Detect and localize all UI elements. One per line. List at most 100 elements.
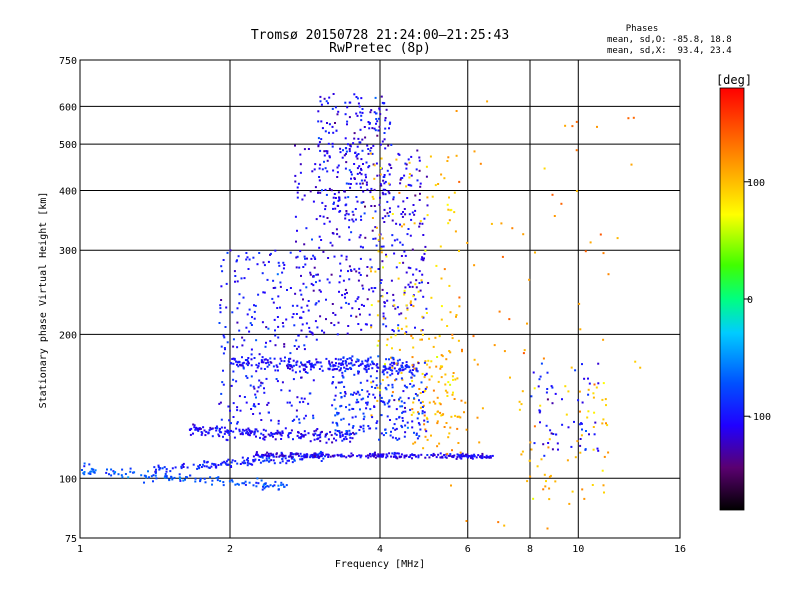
data-point bbox=[352, 393, 354, 396]
data-point bbox=[264, 345, 267, 348]
data-point bbox=[343, 385, 346, 388]
data-point bbox=[349, 101, 352, 104]
data-point bbox=[284, 457, 287, 460]
data-point bbox=[382, 365, 385, 368]
data-point bbox=[456, 377, 459, 380]
data-point bbox=[335, 362, 337, 365]
data-point bbox=[341, 433, 344, 436]
data-point bbox=[546, 371, 549, 374]
data-point bbox=[578, 390, 581, 393]
data-point bbox=[417, 362, 420, 365]
data-point bbox=[385, 325, 388, 328]
data-point bbox=[301, 458, 304, 460]
data-point bbox=[437, 453, 440, 456]
data-point bbox=[407, 365, 410, 368]
data-point bbox=[400, 455, 403, 458]
data-point bbox=[316, 454, 319, 456]
data-point bbox=[393, 239, 396, 242]
data-point bbox=[422, 234, 425, 236]
data-point bbox=[356, 390, 359, 393]
data-point bbox=[311, 455, 314, 458]
data-point bbox=[332, 93, 335, 95]
data-point bbox=[225, 430, 228, 433]
data-point bbox=[274, 286, 277, 289]
data-point bbox=[391, 436, 394, 439]
data-point bbox=[414, 393, 417, 395]
data-point bbox=[248, 429, 251, 431]
data-point bbox=[230, 429, 232, 432]
data-point bbox=[317, 455, 320, 458]
data-point bbox=[423, 361, 426, 364]
x-tick-label: 4 bbox=[377, 544, 383, 555]
data-point bbox=[344, 296, 346, 299]
data-point bbox=[340, 396, 343, 398]
data-point bbox=[309, 440, 312, 443]
data-point bbox=[425, 312, 428, 314]
data-point bbox=[401, 177, 404, 179]
data-point bbox=[447, 436, 450, 439]
data-point bbox=[435, 365, 438, 368]
data-point bbox=[190, 427, 193, 430]
data-point bbox=[436, 422, 439, 425]
data-point bbox=[211, 479, 214, 482]
data-point bbox=[316, 326, 319, 329]
data-point bbox=[261, 488, 264, 491]
data-point bbox=[105, 471, 108, 474]
data-point bbox=[382, 434, 385, 437]
data-point bbox=[340, 367, 342, 370]
data-point bbox=[154, 472, 157, 475]
data-point bbox=[389, 210, 391, 213]
chart-title: Tromsø 20150728 21:24:00–21:25:43 bbox=[251, 28, 509, 43]
data-point bbox=[291, 366, 294, 369]
data-point bbox=[220, 431, 223, 434]
phase-stats-x: mean, sd,X: 93.4, 23.4 bbox=[607, 46, 732, 56]
data-point bbox=[424, 387, 427, 390]
data-point bbox=[408, 213, 411, 216]
data-point bbox=[309, 190, 312, 193]
data-point bbox=[230, 384, 233, 387]
data-point bbox=[393, 423, 396, 426]
data-point bbox=[369, 152, 372, 155]
data-point bbox=[390, 356, 392, 359]
data-point bbox=[426, 438, 429, 441]
data-point bbox=[234, 460, 237, 463]
data-point bbox=[344, 392, 347, 395]
data-point bbox=[311, 453, 314, 456]
data-point bbox=[356, 157, 359, 160]
data-point bbox=[589, 241, 592, 244]
data-point bbox=[601, 398, 604, 401]
y-tick-label: 200 bbox=[59, 330, 77, 341]
data-point bbox=[361, 362, 364, 365]
data-point bbox=[317, 137, 320, 140]
data-point bbox=[277, 484, 280, 487]
data-point bbox=[318, 246, 321, 249]
data-point bbox=[383, 301, 386, 304]
data-point bbox=[441, 455, 444, 458]
data-point bbox=[236, 462, 239, 465]
data-point bbox=[523, 349, 526, 352]
data-point bbox=[241, 482, 244, 485]
data-point bbox=[284, 427, 287, 430]
data-point bbox=[366, 360, 369, 363]
data-point bbox=[426, 214, 429, 217]
data-point bbox=[379, 282, 382, 284]
data-point bbox=[353, 137, 356, 140]
data-point bbox=[360, 179, 363, 182]
data-point bbox=[300, 329, 303, 332]
data-point bbox=[265, 341, 267, 344]
data-point bbox=[376, 344, 379, 347]
grid-lines bbox=[80, 60, 680, 538]
data-point bbox=[243, 396, 246, 398]
data-point bbox=[473, 455, 476, 458]
data-point bbox=[440, 173, 443, 176]
data-point bbox=[387, 190, 390, 193]
data-point bbox=[418, 435, 421, 438]
data-point bbox=[345, 430, 348, 432]
data-point bbox=[591, 484, 594, 486]
data-point bbox=[290, 404, 293, 407]
data-point bbox=[344, 137, 347, 140]
data-point bbox=[418, 270, 421, 273]
data-point bbox=[199, 480, 202, 483]
data-point bbox=[323, 222, 326, 225]
data-point bbox=[247, 360, 250, 363]
